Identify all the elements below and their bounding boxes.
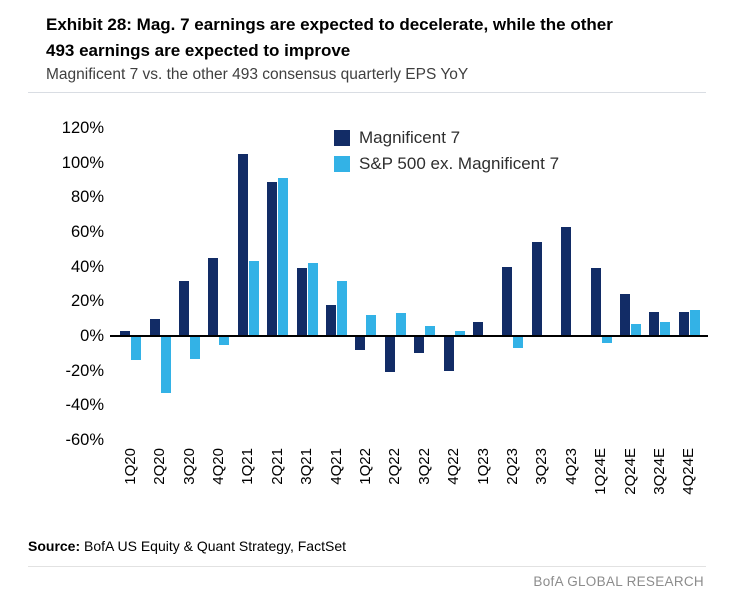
bar-mag7-2Q21 bbox=[267, 181, 278, 336]
x-tick-label: 4Q23 bbox=[562, 448, 580, 485]
bar-mag7-1Q24E bbox=[590, 268, 601, 336]
bar-mag7-3Q20 bbox=[179, 280, 189, 336]
bar-ex-mag7-1Q20 bbox=[131, 336, 142, 361]
x-tick-label: 4Q20 bbox=[209, 448, 227, 485]
chart-subtitle: Magnificent 7 vs. the other 493 consensu… bbox=[46, 66, 469, 83]
y-tick-label: 20% bbox=[70, 292, 104, 311]
bar-ex-mag7-2Q20 bbox=[160, 336, 171, 394]
x-tick-label: 3Q22 bbox=[415, 448, 433, 485]
exhibit-title-line1: Exhibit 28: Mag. 7 earnings are expected… bbox=[46, 15, 613, 34]
x-tick-label: 2Q24E bbox=[621, 448, 639, 495]
y-tick-label: 60% bbox=[70, 223, 104, 241]
bar-mag7-2Q24E bbox=[620, 294, 630, 336]
y-tick-label: -40% bbox=[65, 396, 104, 415]
x-tick-label: 1Q22 bbox=[356, 448, 374, 485]
bar-ex-mag7-1Q22 bbox=[366, 315, 377, 336]
y-tick-label: 80% bbox=[70, 188, 104, 207]
exhibit-title: Exhibit 28: Mag. 7 earnings are expected… bbox=[46, 12, 711, 63]
bar-ex-mag7-2Q21 bbox=[278, 178, 289, 336]
bar-mag7-1Q22 bbox=[355, 336, 366, 350]
footer-divider bbox=[28, 566, 706, 567]
source-text: BofA US Equity & Quant Strategy, FactSet bbox=[80, 538, 346, 554]
x-tick-label: 1Q24E bbox=[592, 448, 610, 495]
bar-mag7-2Q22 bbox=[384, 336, 395, 373]
legend-item: S&P 500 ex. Magnificent 7 bbox=[334, 154, 559, 174]
bar-mag7-1Q23 bbox=[473, 322, 483, 336]
bar-mag7-1Q21 bbox=[237, 154, 248, 336]
x-tick-label: 2Q23 bbox=[503, 448, 521, 485]
source-note: Source: BofA US Equity & Quant Strategy,… bbox=[28, 538, 346, 554]
y-axis: 120% 100% 80% 60% 40% 20% 0% -20% -40% -60% bbox=[28, 116, 108, 456]
x-tick-label: 4Q22 bbox=[445, 448, 463, 485]
bar-mag7-3Q24E bbox=[649, 311, 660, 336]
legend-label: S&P 500 ex. Magnificent 7 bbox=[359, 154, 560, 173]
bofa-global-research-label: BofA GLOBAL RESEARCH bbox=[533, 574, 704, 589]
y-tick-label: 120% bbox=[61, 119, 104, 137]
bar-ex-mag7-1Q21 bbox=[248, 261, 259, 336]
bar-mag7-3Q21 bbox=[296, 268, 307, 336]
bar-mag7-4Q20 bbox=[208, 258, 219, 336]
y-tick-label: 0% bbox=[80, 327, 104, 345]
bar-mag7-3Q23 bbox=[531, 242, 542, 336]
source-label: Source: bbox=[28, 538, 81, 554]
legend-label: Magnificent 7 bbox=[359, 128, 461, 147]
exhibit-title-line2: 493 earnings are expected to improve bbox=[46, 40, 351, 60]
x-tick-label: 2Q20 bbox=[151, 448, 169, 485]
bar-ex-mag7-4Q24E bbox=[689, 310, 700, 336]
x-tick-label: 4Q24E bbox=[680, 448, 698, 495]
bar-mag7-3Q22 bbox=[414, 336, 425, 354]
y-tick-label: 40% bbox=[70, 257, 104, 276]
bar-ex-mag7-3Q20 bbox=[190, 336, 200, 359]
legend-swatch-icon bbox=[334, 156, 350, 172]
bar-mag7-2Q20 bbox=[149, 318, 160, 336]
bar-ex-mag7-4Q21 bbox=[337, 280, 347, 336]
y-tick-label: 100% bbox=[61, 153, 104, 172]
bar-mag7-1Q20 bbox=[120, 330, 131, 336]
x-tick-label: 2Q21 bbox=[268, 448, 286, 485]
x-tick-label: 4Q21 bbox=[327, 448, 345, 485]
zero-axis-line bbox=[110, 335, 708, 337]
x-tick-label: 1Q23 bbox=[474, 448, 492, 485]
header-divider bbox=[28, 92, 706, 93]
exhibit-accent-bar bbox=[28, 15, 37, 68]
bar-ex-mag7-2Q23 bbox=[513, 336, 524, 349]
x-tick-label: 3Q24E bbox=[650, 448, 668, 495]
bar-mag7-4Q21 bbox=[326, 304, 336, 336]
bar-mag7-2Q23 bbox=[502, 266, 513, 336]
bar-ex-mag7-2Q24E bbox=[631, 323, 641, 336]
x-tick-label: 3Q20 bbox=[180, 448, 198, 485]
legend: Magnificent 7 S&P 500 ex. Magnificent 7 bbox=[334, 128, 559, 180]
x-tick-label: 1Q21 bbox=[239, 448, 257, 485]
legend-item: Magnificent 7 bbox=[334, 128, 559, 148]
x-tick-label: 3Q21 bbox=[298, 448, 316, 485]
bar-ex-mag7-2Q22 bbox=[395, 313, 406, 336]
bar-ex-mag7-3Q22 bbox=[425, 325, 436, 336]
bar-ex-mag7-1Q24E bbox=[601, 336, 612, 343]
eps-yoy-bar-chart: 120% 100% 80% 60% 40% 20% 0% -20% -40% -60% Magni… bbox=[28, 116, 718, 528]
bar-mag7-4Q22 bbox=[443, 336, 454, 371]
bar-ex-mag7-4Q20 bbox=[219, 336, 230, 345]
x-tick-label: 3Q23 bbox=[533, 448, 551, 485]
bar-ex-mag7-4Q22 bbox=[454, 330, 465, 336]
bar-mag7-4Q23 bbox=[561, 226, 572, 336]
x-tick-label: 2Q22 bbox=[386, 448, 404, 485]
plot-area: Magnificent 7 S&P 500 ex. Magnificent 7 bbox=[110, 128, 708, 440]
bar-mag7-4Q24E bbox=[678, 311, 689, 336]
bar-ex-mag7-3Q24E bbox=[660, 322, 671, 336]
legend-swatch-icon bbox=[334, 130, 350, 146]
bar-ex-mag7-3Q21 bbox=[307, 263, 318, 336]
y-tick-label: -60% bbox=[65, 431, 104, 449]
y-tick-label: -20% bbox=[65, 361, 104, 380]
x-tick-label: 1Q20 bbox=[121, 448, 139, 485]
